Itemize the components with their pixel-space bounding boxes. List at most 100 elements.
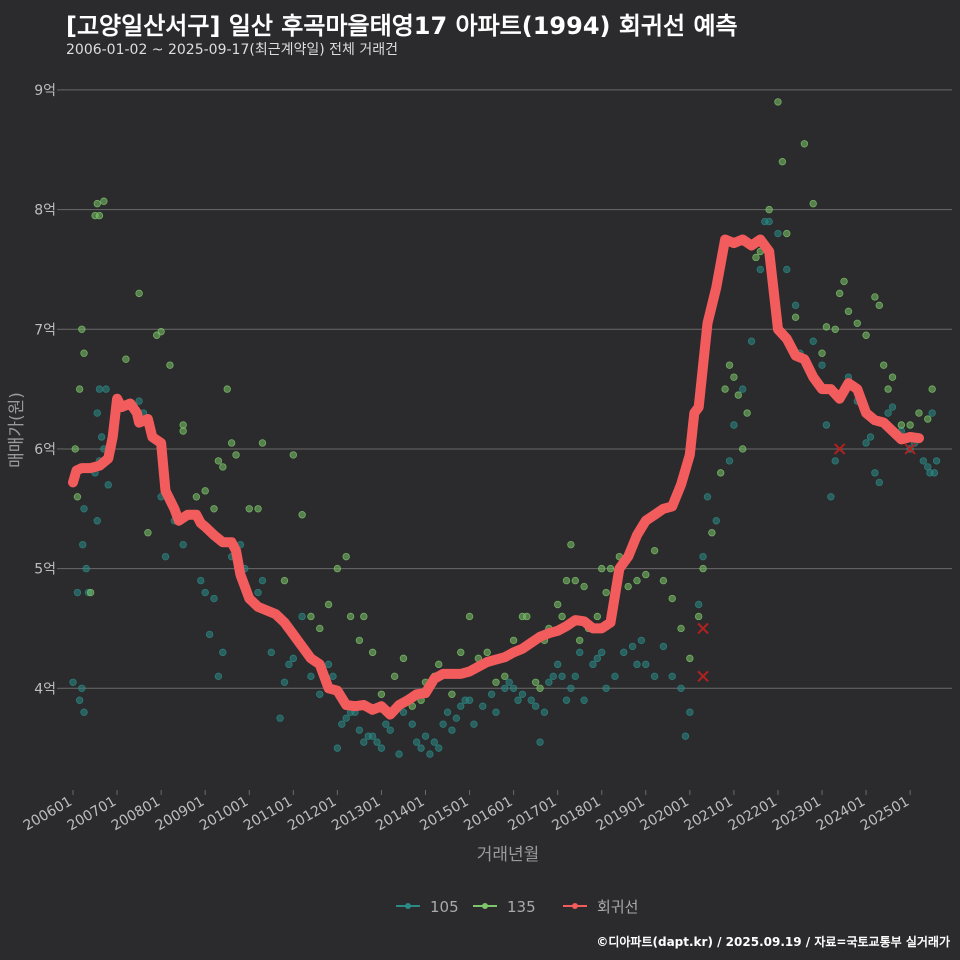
point-105 <box>580 696 588 704</box>
point-135 <box>580 582 588 591</box>
point-105 <box>545 678 553 686</box>
point-135 <box>73 493 82 501</box>
point-105 <box>884 409 892 417</box>
point-135 <box>844 307 853 316</box>
point-135 <box>135 289 143 298</box>
point-135 <box>558 612 566 621</box>
point-105 <box>509 684 518 692</box>
point-105 <box>694 600 703 609</box>
point-105 <box>598 648 606 657</box>
point-105 <box>197 576 205 585</box>
point-105 <box>267 648 275 657</box>
regression-line-layer <box>68 234 924 720</box>
x-tick-label: 202001 <box>638 794 692 835</box>
point-135 <box>800 140 809 148</box>
point-105 <box>518 690 527 698</box>
point-105 <box>430 738 439 746</box>
point-135 <box>774 98 782 106</box>
point-135 <box>708 529 716 537</box>
point-135 <box>245 505 253 513</box>
point-135 <box>75 385 84 393</box>
point-105 <box>562 696 571 704</box>
point-135 <box>884 385 892 393</box>
point-135 <box>501 672 509 681</box>
point-135 <box>699 564 707 573</box>
point-105 <box>928 409 936 417</box>
prediction-cross <box>697 670 709 683</box>
point-135 <box>822 323 831 331</box>
point-135 <box>783 229 791 238</box>
point-105 <box>78 684 86 692</box>
y-tick-label: 4억 <box>34 681 56 697</box>
x-tick-label: 202101 <box>682 794 736 835</box>
point-105 <box>862 439 870 447</box>
point-105 <box>80 505 88 513</box>
point-135 <box>254 505 262 513</box>
source-caption: ©디아파트(dapt.kr) / 2025.09.19 / 자료=국토교통부 실… <box>596 935 950 949</box>
point-105 <box>505 678 513 686</box>
point-135 <box>166 361 174 369</box>
point-105 <box>289 654 298 663</box>
prediction-cross <box>697 622 709 635</box>
point-135 <box>650 546 659 555</box>
point-105 <box>487 690 496 698</box>
point-105 <box>739 385 747 393</box>
point-105 <box>408 720 416 728</box>
regression-line <box>68 234 924 720</box>
point-135 <box>694 612 703 621</box>
point-105 <box>536 738 544 746</box>
point-105 <box>412 738 421 746</box>
point-105 <box>593 654 602 663</box>
point-105 <box>280 678 289 686</box>
point-105 <box>479 702 487 710</box>
point-105 <box>919 457 928 465</box>
point-105 <box>73 588 82 597</box>
point-105 <box>575 648 584 657</box>
point-105 <box>712 517 720 525</box>
point-105 <box>201 588 209 597</box>
point-105 <box>871 469 879 477</box>
point-105 <box>725 457 734 465</box>
point-105 <box>633 660 641 669</box>
point-135 <box>562 576 571 585</box>
point-135 <box>333 564 342 573</box>
point-135 <box>192 493 201 501</box>
x-tick-label: 200901 <box>153 794 207 835</box>
x-tick-label: 200701 <box>65 794 119 835</box>
point-135 <box>448 690 456 698</box>
chart-title: [고양일산서구] 일산 후곡마을태영17 아파트(1994) 회귀선 예측 <box>66 12 738 40</box>
point-105 <box>439 720 447 728</box>
x-tick-label: 202301 <box>770 794 824 835</box>
point-135 <box>875 301 884 310</box>
point-135 <box>668 594 676 603</box>
legend-swatch-dot <box>405 903 411 909</box>
point-135 <box>778 158 787 166</box>
point-135 <box>871 293 879 301</box>
point-105 <box>307 672 315 681</box>
point-105 <box>452 714 461 722</box>
point-135 <box>831 325 839 333</box>
point-105 <box>650 672 659 681</box>
point-135 <box>734 391 743 399</box>
point-135 <box>571 576 579 585</box>
point-105 <box>589 660 597 669</box>
point-135 <box>100 197 108 205</box>
point-135 <box>575 636 584 645</box>
x-tick-label: 201001 <box>197 794 251 835</box>
point-105 <box>285 660 293 669</box>
point-105 <box>75 696 84 704</box>
point-135 <box>258 439 267 447</box>
point-135 <box>157 327 165 336</box>
point-105 <box>214 672 223 681</box>
point-135 <box>289 451 298 459</box>
point-105 <box>875 478 884 487</box>
point-105 <box>514 696 522 704</box>
point-135 <box>686 654 694 663</box>
point-135 <box>818 349 826 357</box>
point-105 <box>97 433 106 441</box>
point-135 <box>377 690 386 698</box>
y-tick-label: 5억 <box>34 562 56 578</box>
legend-label: 135 <box>507 898 536 916</box>
y-axis-ticks: 4억 5억 6억 7억 8억 9억 <box>34 83 62 697</box>
point-105 <box>342 714 350 722</box>
